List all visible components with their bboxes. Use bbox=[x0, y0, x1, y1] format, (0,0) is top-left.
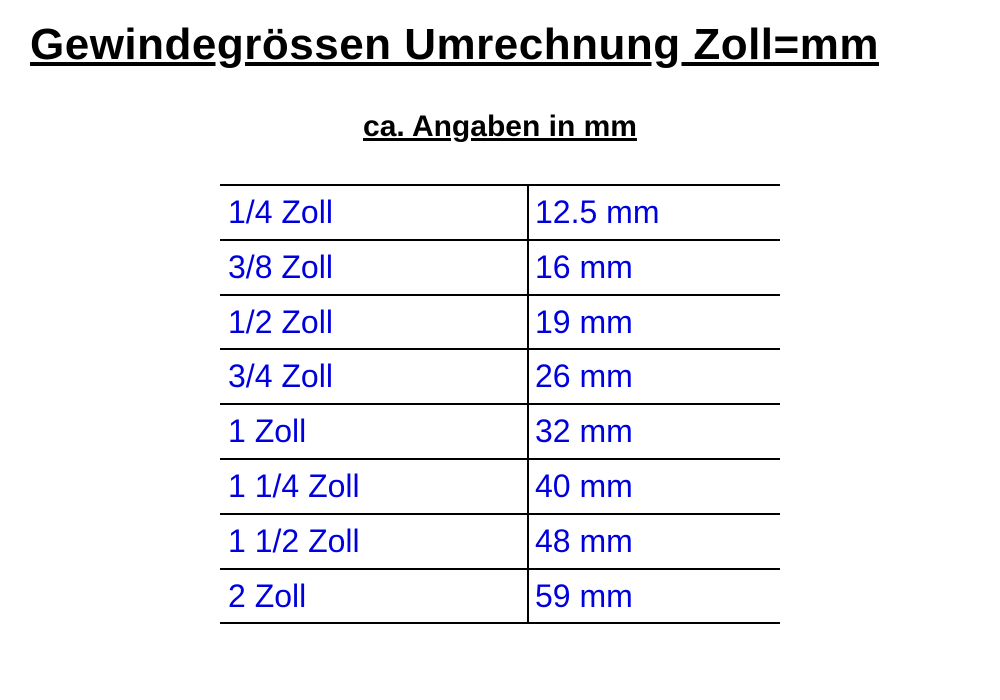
cell-zoll: 3/8 Zoll bbox=[220, 240, 528, 295]
table-row: 1 Zoll 32 mm bbox=[220, 404, 780, 459]
page-subtitle: ca. Angaben in mm bbox=[30, 110, 970, 144]
cell-mm: 12.5 mm bbox=[528, 185, 780, 240]
cell-zoll: 1 Zoll bbox=[220, 404, 528, 459]
page-title: Gewindegrössen Umrechnung Zoll=mm bbox=[30, 20, 970, 70]
cell-zoll: 1/4 Zoll bbox=[220, 185, 528, 240]
table-row: 1/4 Zoll 12.5 mm bbox=[220, 185, 780, 240]
table-row: 1 1/4 Zoll 40 mm bbox=[220, 459, 780, 514]
cell-mm: 26 mm bbox=[528, 349, 780, 404]
cell-mm: 19 mm bbox=[528, 295, 780, 350]
table-container: 1/4 Zoll 12.5 mm 3/8 Zoll 16 mm 1/2 Zoll… bbox=[30, 184, 970, 624]
cell-mm: 40 mm bbox=[528, 459, 780, 514]
table-row: 3/4 Zoll 26 mm bbox=[220, 349, 780, 404]
conversion-table: 1/4 Zoll 12.5 mm 3/8 Zoll 16 mm 1/2 Zoll… bbox=[220, 184, 780, 624]
cell-mm: 48 mm bbox=[528, 514, 780, 569]
table-row: 1/2 Zoll 19 mm bbox=[220, 295, 780, 350]
table-row: 3/8 Zoll 16 mm bbox=[220, 240, 780, 295]
cell-zoll: 1 1/2 Zoll bbox=[220, 514, 528, 569]
cell-zoll: 1 1/4 Zoll bbox=[220, 459, 528, 514]
cell-zoll: 3/4 Zoll bbox=[220, 349, 528, 404]
cell-zoll: 2 Zoll bbox=[220, 569, 528, 624]
cell-mm: 59 mm bbox=[528, 569, 780, 624]
table-row: 2 Zoll 59 mm bbox=[220, 569, 780, 624]
table-row: 1 1/2 Zoll 48 mm bbox=[220, 514, 780, 569]
cell-mm: 32 mm bbox=[528, 404, 780, 459]
cell-mm: 16 mm bbox=[528, 240, 780, 295]
cell-zoll: 1/2 Zoll bbox=[220, 295, 528, 350]
